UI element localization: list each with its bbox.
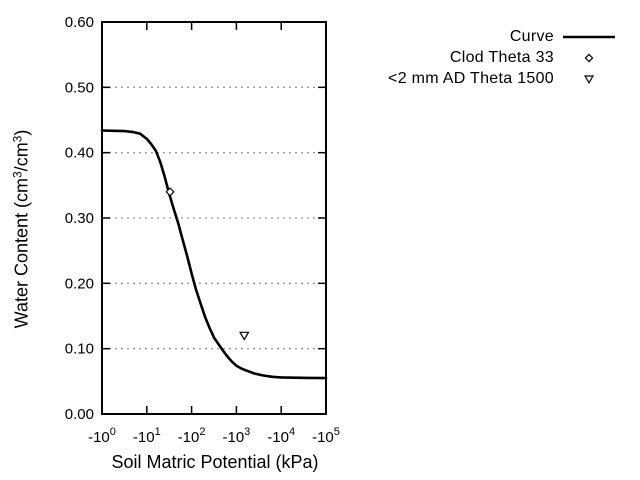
legend-item-ad-theta1500: <2 mm AD Theta 1500 xyxy=(388,68,624,89)
x-tick-label: -103 xyxy=(222,426,250,446)
x-tick-label: -100 xyxy=(88,426,116,446)
y-tick-label: 0.40 xyxy=(65,145,94,162)
curve-line-icon xyxy=(554,29,624,45)
legend-item-curve: Curve xyxy=(388,26,624,47)
x-tick-label: -102 xyxy=(178,426,206,446)
y-tick-label: 0.30 xyxy=(65,210,94,227)
superscript: 3 xyxy=(10,171,25,178)
legend: Curve Clod Theta 33 <2 mm AD Theta 1500 xyxy=(388,26,624,89)
x-tick-label: -101 xyxy=(133,426,161,446)
legend-item-clod-theta33: Clod Theta 33 xyxy=(388,47,624,68)
diamond-icon xyxy=(554,50,624,66)
y-tick-label: 0.20 xyxy=(65,275,94,292)
y-tick-label: 0.10 xyxy=(65,341,94,358)
y-title-text: Water Content (cm xyxy=(11,178,32,329)
superscript: 3 xyxy=(10,135,25,143)
y-axis-title: Water Content (cm3/cm3) xyxy=(10,130,33,329)
legend-label: Curve xyxy=(509,27,554,45)
x-tick-label: -104 xyxy=(267,426,295,446)
x-tick-label: -105 xyxy=(312,426,340,446)
theta1500-marker xyxy=(239,331,250,341)
x-axis-title: Soil Matric Potential (kPa) xyxy=(111,452,319,472)
clod-theta33-marker xyxy=(165,187,175,197)
triangle-down-icon xyxy=(554,71,624,87)
y-tick-label: 0.50 xyxy=(65,79,94,96)
legend-label: Clod Theta 33 xyxy=(449,48,554,66)
plot-border xyxy=(101,21,327,415)
curve-line xyxy=(100,129,328,380)
y-tick-label: 0.00 xyxy=(65,406,94,423)
y-title-text: /cm xyxy=(11,142,32,172)
y-tick-label: 0.60 xyxy=(65,14,94,31)
legend-label: <2 mm AD Theta 1500 xyxy=(388,69,554,87)
